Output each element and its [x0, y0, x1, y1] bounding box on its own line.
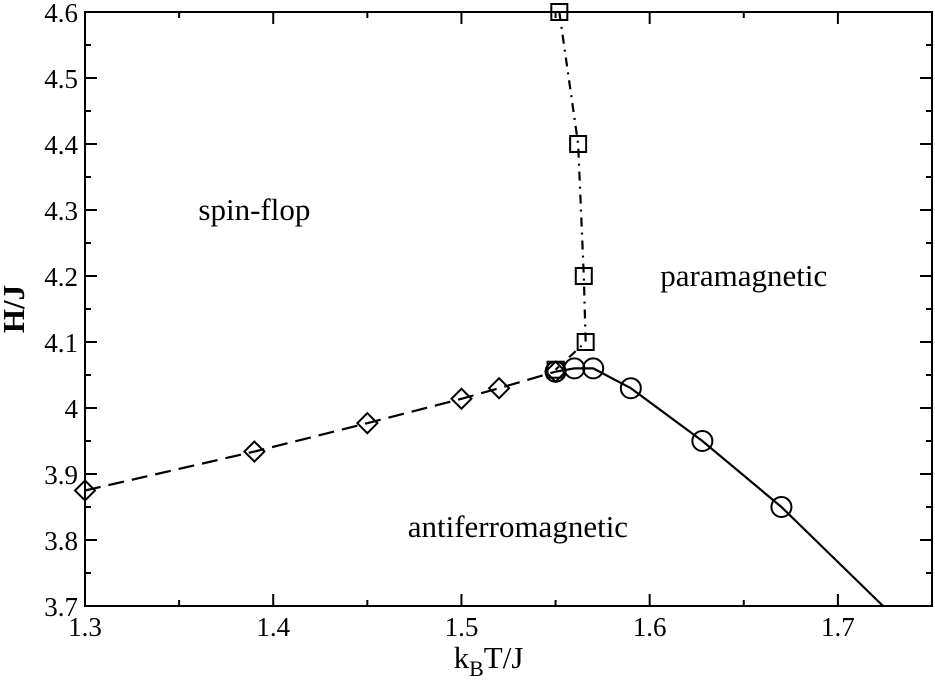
region-label: spin-flop: [198, 192, 310, 227]
y-tick-label: 3.8: [44, 526, 78, 556]
square-marker: [576, 333, 595, 351]
y-tick-label: 4.6: [44, 0, 78, 28]
y-tick-label: 4.1: [44, 328, 78, 358]
diamond-marker: [242, 440, 266, 463]
y-tick-label: 4.2: [44, 262, 78, 292]
circle-marker: [563, 357, 586, 380]
x-tick-label: 1.7: [821, 612, 855, 642]
circle-marker: [582, 357, 605, 380]
x-tick-label: 1.3: [68, 612, 102, 642]
square-marker: [574, 267, 593, 285]
circle-marker: [619, 377, 642, 400]
series-line-diamond: [84, 370, 556, 492]
series-line-square: [554, 11, 587, 371]
x-axis-title: kBT/J: [454, 640, 524, 681]
diamond-marker: [355, 411, 379, 435]
series-markers-group: [73, 3, 793, 518]
x-tick-label: 1.5: [445, 612, 479, 642]
circle-marker: [691, 430, 714, 452]
x-tick-label: 1.4: [256, 612, 290, 642]
y-tick-label: 4.4: [44, 130, 78, 160]
diamond-marker: [450, 387, 473, 411]
y-tick-label: 4.5: [44, 64, 78, 94]
x-tick-label: 1.6: [633, 612, 667, 642]
x-axis-title-subscript: B: [469, 656, 484, 681]
y-tick-label: 4.3: [44, 196, 78, 226]
labels-group: 1.3 1.4 1.5 1.6 1.7 3.7 3.8 3.9 4 4.1 4.2 4.3 4.4 4.5…: [44, 0, 855, 642]
plot-frame: [84, 11, 933, 607]
circle-marker: [770, 496, 793, 518]
y-axis-title: H/J: [0, 285, 31, 333]
y-tick-label: 3.7: [44, 592, 78, 622]
region-label: antiferromagnetic: [408, 509, 628, 544]
x-axis-title-main: k: [454, 640, 470, 675]
series-line-circle: [555, 367, 884, 607]
square-marker: [569, 135, 588, 153]
x-axis-title-tail: T/J: [484, 640, 524, 675]
region-label: paramagnetic: [660, 258, 827, 293]
y-tick-label: 3.9: [44, 460, 78, 490]
series-lines-group: [84, 11, 884, 607]
y-tick-label: 4: [65, 394, 79, 424]
diamond-marker: [487, 376, 511, 400]
